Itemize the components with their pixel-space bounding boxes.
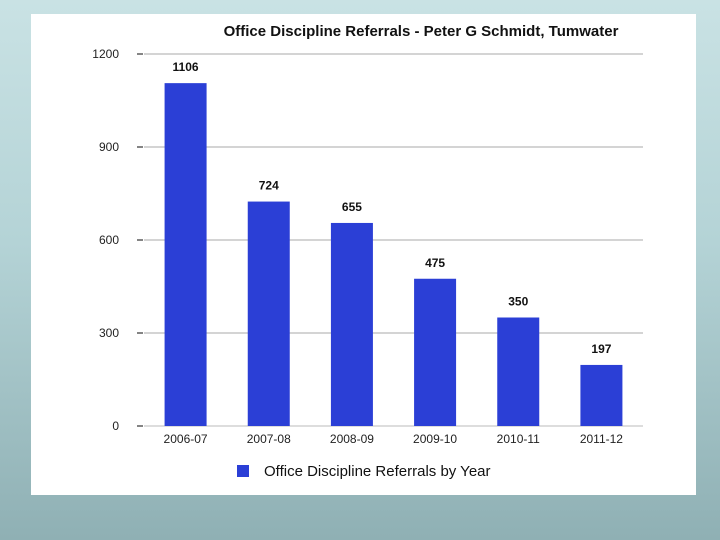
y-tick-label: 0: [112, 419, 119, 433]
data-label: 724: [259, 179, 279, 193]
bar-2011-12: [580, 364, 623, 426]
data-label: 1106: [173, 60, 199, 74]
data-label: 350: [508, 295, 528, 309]
chart-title: Office Discipline Referrals - Peter G Sc…: [224, 23, 619, 40]
x-tick-label: 2007-08: [247, 432, 291, 446]
bar-2007-08: [247, 201, 290, 426]
y-tick-label: 600: [99, 233, 119, 247]
data-labels: 1106 724 655 475 350 197: [173, 60, 612, 356]
x-tick-label: 2010-11: [497, 432, 540, 446]
y-tick-label: 1200: [92, 47, 119, 61]
bar-2010-11: [497, 317, 540, 426]
y-axis: 0 300 600 900 1200: [92, 47, 143, 433]
x-tick-label: 2008-09: [330, 432, 374, 446]
y-tick-label: 900: [99, 140, 119, 154]
x-tick-label: 2009-10: [413, 432, 457, 446]
data-label: 475: [425, 256, 445, 270]
x-tick-label: 2011-12: [580, 432, 623, 446]
legend-label: Office Discipline Referrals by Year: [264, 463, 491, 480]
data-label: 655: [342, 200, 362, 214]
chart-panel: Office Discipline Referrals - Peter G Sc…: [31, 14, 696, 495]
bar-2008-09: [330, 222, 373, 426]
data-label: 197: [591, 342, 611, 356]
bars: [164, 83, 623, 426]
legend-swatch: [237, 465, 249, 477]
x-axis: 2006-07 2007-08 2008-09 2009-10 2010-11 2011-…: [164, 432, 624, 446]
bar-2006-07: [164, 83, 207, 426]
gridlines: [144, 53, 643, 427]
bar-chart: Office Discipline Referrals - Peter G Sc…: [92, 23, 643, 480]
y-tick-label: 300: [99, 326, 119, 340]
x-tick-label: 2006-07: [164, 432, 208, 446]
bar-2009-10: [414, 278, 457, 426]
